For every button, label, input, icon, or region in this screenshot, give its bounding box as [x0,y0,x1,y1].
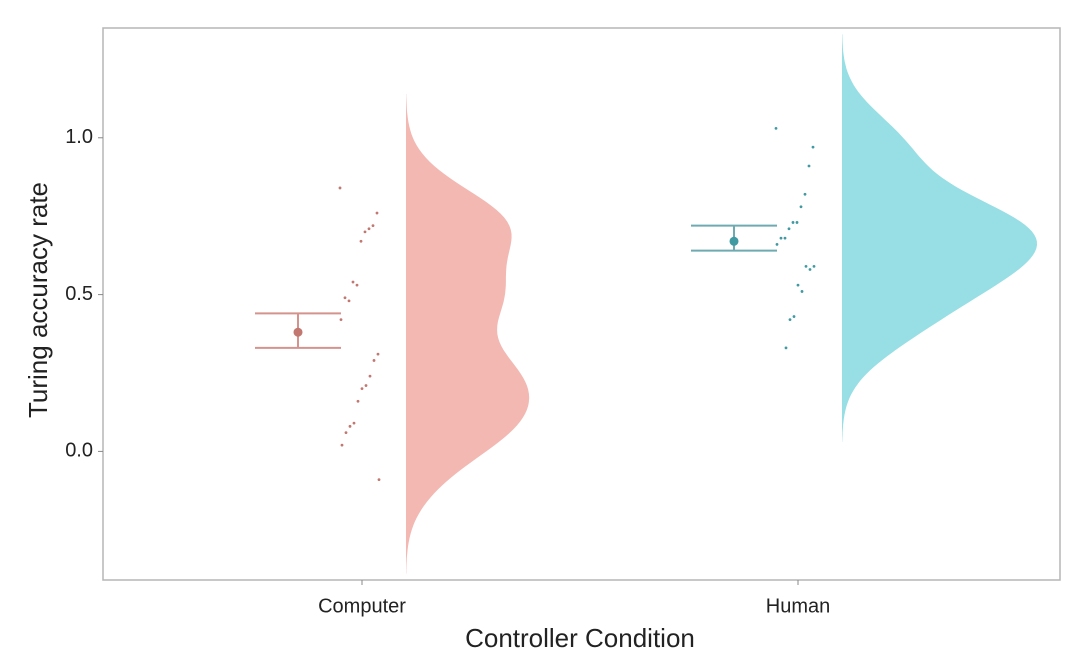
data-point [363,230,367,234]
y-tick-label: 0.0 [65,440,93,462]
data-point [355,283,359,287]
density [406,93,530,574]
x-tick-label: Computer [318,595,406,617]
y-axis-title: Turing accuracy rate [23,182,53,418]
data-point [812,264,816,268]
data-point [375,211,379,215]
y-tick-label: 1.0 [65,126,93,148]
data-point [799,205,803,209]
mean-point [293,327,303,337]
data-point [343,296,347,300]
data-point [347,299,351,303]
data-point [787,227,791,231]
data-point [377,478,381,482]
data-point [803,192,807,196]
data-point [367,227,371,231]
data-point [368,374,372,378]
data-point [344,431,348,434]
data-point [356,399,360,403]
density [842,34,1037,442]
plot-panel [102,27,1061,581]
data-point [779,236,783,240]
data-point [791,221,795,224]
data-point [351,280,355,284]
data-point [800,290,804,293]
data-point [339,318,343,322]
data-point [352,421,356,425]
data-point [775,243,779,246]
data-point [796,283,800,287]
data-point [338,186,342,190]
data-point [808,268,812,271]
x-axis-title: Controller Condition [465,623,695,653]
x-tick-label: Human [766,595,830,617]
data-point [804,264,808,268]
data-point [340,443,344,447]
data-point [795,221,799,224]
data-point [788,318,792,322]
data-point [372,359,376,362]
data-point [348,424,352,428]
data-point [783,236,787,240]
data-point [811,145,815,149]
data-point [359,239,363,243]
data-point [807,164,811,168]
data-point [792,315,796,318]
data-point [371,224,375,227]
mean-point [729,236,739,246]
data-point [364,384,368,387]
data-point [376,352,380,356]
data-point [784,346,788,350]
data-point [360,387,364,391]
data-point [774,126,778,130]
y-tick-label: 0.5 [65,283,93,305]
